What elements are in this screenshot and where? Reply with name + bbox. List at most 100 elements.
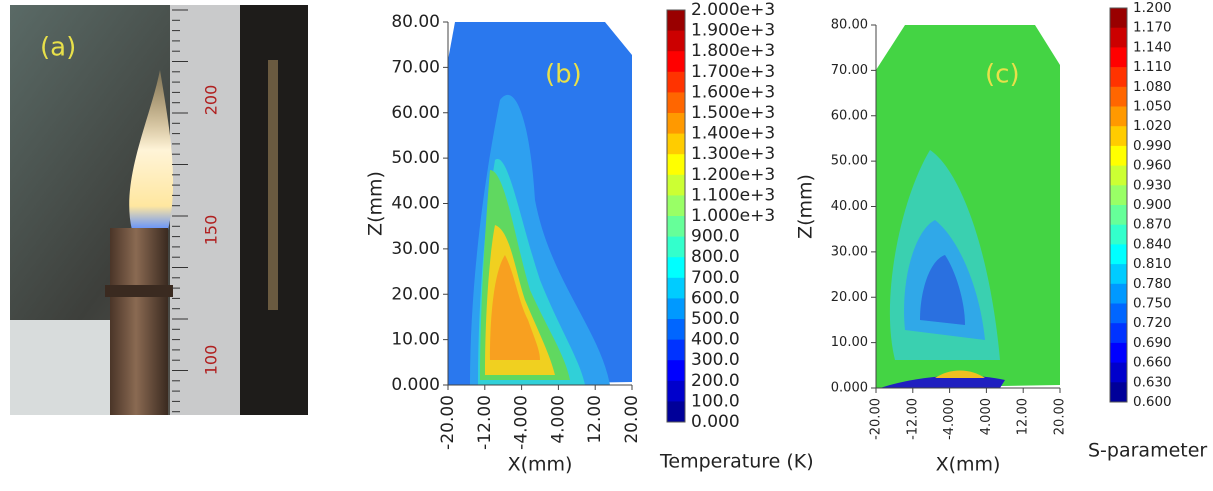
colorbar-label: 0.840	[1133, 236, 1172, 252]
colorbar-label: 0.600	[1133, 394, 1172, 410]
colorbar-band	[1110, 67, 1127, 88]
x-tick-label: 12.00	[585, 395, 605, 444]
colorbar-band	[667, 277, 685, 299]
colorbar-label: 200.0	[691, 371, 740, 391]
colorbar-band	[1110, 106, 1127, 127]
colorbar-label: 2.000e+3	[691, 0, 775, 20]
y-tick-label: 50.00	[391, 148, 440, 168]
colorbar-band	[1110, 47, 1127, 68]
y-tick-label: 40.00	[391, 194, 440, 214]
colorbar-label: 1.110	[1133, 59, 1172, 75]
colorbar-label: 0.810	[1133, 256, 1172, 272]
y-tick-label: 50.00	[831, 154, 868, 169]
colorbar-label: 400.0	[691, 330, 740, 350]
x-tick-label: 20.00	[622, 395, 642, 444]
ruler	[170, 5, 240, 415]
y-tick-label: 30.00	[391, 239, 440, 259]
colorbar-band	[667, 51, 685, 73]
colorbar-label: 1.600e+3	[691, 82, 775, 102]
plot-c	[876, 25, 1060, 388]
y-tick-label: 60.00	[391, 103, 440, 123]
colorbar-band	[1110, 342, 1127, 364]
colorbar-band	[667, 154, 685, 176]
y-axis-label: Z(mm)	[795, 174, 817, 239]
y-tick-label: 0.000	[391, 375, 440, 395]
colorbar-label: 800.0	[691, 247, 740, 267]
y-tick-label: 0.000	[831, 381, 868, 396]
panel-label: (a)	[40, 33, 76, 63]
contour	[935, 370, 985, 378]
colorbar-band	[1110, 323, 1127, 344]
colorbar-band	[1110, 244, 1127, 265]
instrument	[10, 320, 110, 415]
y-tick-label: 70.00	[831, 63, 868, 78]
colorbar-label: 1.200	[1133, 0, 1172, 16]
ruler-label: 100	[202, 345, 221, 376]
colorbar-label: 900.0	[691, 227, 740, 247]
colorbar-label: 1.050	[1133, 99, 1172, 115]
colorbar-band	[667, 133, 685, 155]
colorbar-label: 1.400e+3	[691, 124, 775, 144]
colorbar-label: 0.960	[1133, 158, 1172, 174]
colorbar-title: S-parameter	[1088, 440, 1207, 462]
y-tick-label: 20.00	[831, 290, 868, 305]
colorbar-band	[667, 216, 685, 238]
colorbar-label: 300.0	[691, 350, 740, 370]
colorbar-band	[667, 10, 685, 32]
colorbar-label: 1.170	[1133, 20, 1172, 36]
colorbar-label: 0.000	[691, 412, 740, 432]
flame	[129, 70, 174, 230]
x-tick-label: -4.000	[942, 398, 957, 440]
colorbar-band	[1110, 8, 1127, 29]
contour	[920, 255, 965, 325]
colorbar-band	[667, 195, 685, 217]
colorbar-band	[1110, 362, 1127, 383]
colorbar-label: 500.0	[691, 309, 740, 329]
y-tick-label: 10.00	[831, 335, 868, 350]
colorbar-band	[667, 113, 685, 135]
photo: (a)	[10, 5, 308, 415]
panel-label: (b)	[545, 60, 582, 90]
colorbar-label: 0.660	[1133, 355, 1172, 371]
x-tick-label: 4.000	[548, 395, 568, 444]
x-tick-label: -12.00	[475, 395, 495, 450]
colorbar-label: 1.140	[1133, 39, 1172, 55]
colorbar-band	[1110, 27, 1127, 48]
contour	[880, 375, 1005, 388]
contour	[490, 255, 540, 360]
colorbar-label: 1.800e+3	[691, 41, 775, 61]
colorbar-band	[667, 71, 685, 93]
colorbar-band	[1110, 224, 1127, 245]
ruler-label: 150	[202, 215, 221, 246]
burner-tube	[110, 228, 168, 415]
colorbar-label: 1.020	[1133, 118, 1172, 134]
colorbar-band	[1110, 283, 1127, 304]
colorbar-label: 0.690	[1133, 335, 1172, 351]
colorbar-band	[667, 92, 685, 114]
colorbar-band	[667, 257, 685, 279]
x-tick-label: 4.000	[979, 398, 994, 435]
y-tick-label: 20.00	[391, 284, 440, 304]
colorbar-frame	[666, 9, 686, 423]
colorbar-label: 0.930	[1133, 177, 1172, 193]
colorbar-band	[1110, 145, 1127, 167]
x-tick-label: -20.00	[869, 398, 884, 440]
y-tick-label: 40.00	[831, 199, 868, 214]
colorbar-label: 1.000e+3	[691, 206, 775, 226]
ruler-label: 200	[202, 85, 221, 116]
colorbar-label: 1.100e+3	[691, 185, 775, 205]
colorbar-band	[667, 339, 685, 361]
colorbar-band	[667, 30, 685, 52]
x-tick-label: -4.000	[512, 395, 532, 450]
x-tick-label: -12.00	[905, 398, 920, 440]
colorbar-band	[1110, 303, 1127, 324]
colorbar-label: 0.630	[1133, 374, 1172, 390]
colorbar-label: 1.500e+3	[691, 103, 775, 123]
x-tick-label: 12.00	[1016, 398, 1031, 435]
colorbar-band	[667, 360, 685, 382]
colorbar-band	[667, 298, 685, 320]
colorbar-label: 0.720	[1133, 315, 1172, 331]
colorbar-label: 100.0	[691, 391, 740, 411]
y-tick-label: 60.00	[831, 108, 868, 123]
